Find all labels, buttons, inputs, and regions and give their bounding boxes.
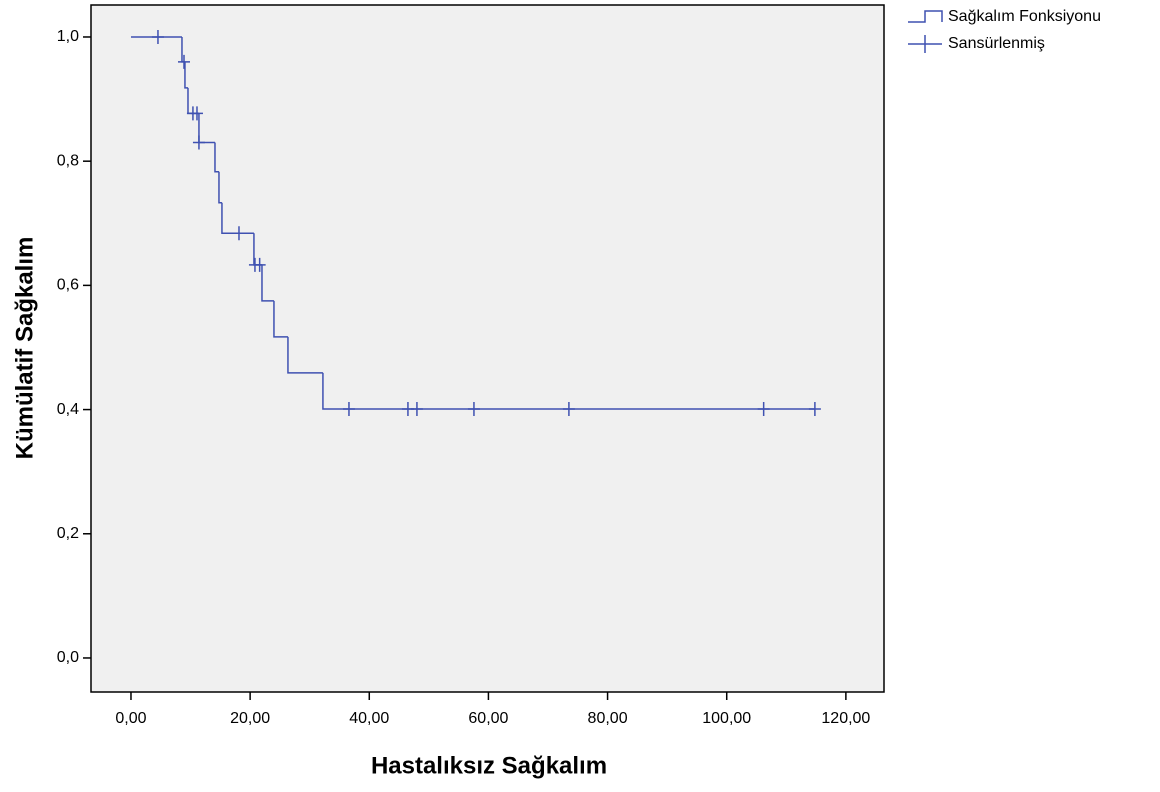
censor-mark bbox=[192, 135, 205, 150]
x-tick-label: 100,00 bbox=[702, 710, 751, 727]
survival-step bbox=[273, 300, 288, 338]
survival-step bbox=[287, 336, 323, 374]
y-axis-title: Kümülatif Sağkalım bbox=[11, 237, 38, 460]
y-tick-label: 0,0 bbox=[57, 649, 79, 666]
legend-icon bbox=[908, 35, 942, 53]
censor-mark bbox=[151, 29, 164, 44]
x-tick-label: 60,00 bbox=[468, 710, 508, 727]
survival-step bbox=[184, 61, 188, 89]
censor-mark bbox=[232, 226, 245, 241]
censor-mark bbox=[177, 54, 190, 69]
y-tick-label: 0,4 bbox=[57, 401, 79, 418]
survival-step bbox=[214, 142, 219, 173]
censor-mark bbox=[562, 401, 575, 416]
censor-mark bbox=[342, 401, 355, 416]
y-tick-label: 0,8 bbox=[57, 152, 79, 169]
censor-mark bbox=[190, 106, 203, 121]
censor-mark bbox=[467, 401, 480, 416]
survival-step bbox=[322, 372, 815, 410]
x-tick-label: 20,00 bbox=[230, 710, 270, 727]
censor-mark bbox=[410, 401, 423, 416]
x-axis-title: Hastalıksız Sağkalım bbox=[371, 752, 607, 779]
x-tick-label: 0,00 bbox=[115, 710, 146, 727]
legend-label: Sansürlenmiş bbox=[948, 35, 1045, 52]
x-tick-label: 40,00 bbox=[349, 710, 389, 727]
x-tick-label: 120,00 bbox=[821, 710, 870, 727]
y-tick-label: 0,2 bbox=[57, 525, 79, 542]
y-tick-label: 1,0 bbox=[57, 28, 79, 45]
x-tick-label: 80,00 bbox=[588, 710, 628, 727]
legend-label: Sağkalım Fonksiyonu bbox=[948, 8, 1101, 25]
legend-icon bbox=[908, 10, 943, 23]
censor-mark bbox=[253, 257, 266, 272]
survival-step bbox=[218, 171, 222, 204]
censor-mark bbox=[808, 401, 821, 416]
plot-area bbox=[90, 4, 885, 693]
censor-mark bbox=[757, 401, 770, 416]
survival-step bbox=[261, 264, 274, 302]
y-tick-label: 0,6 bbox=[57, 277, 79, 294]
